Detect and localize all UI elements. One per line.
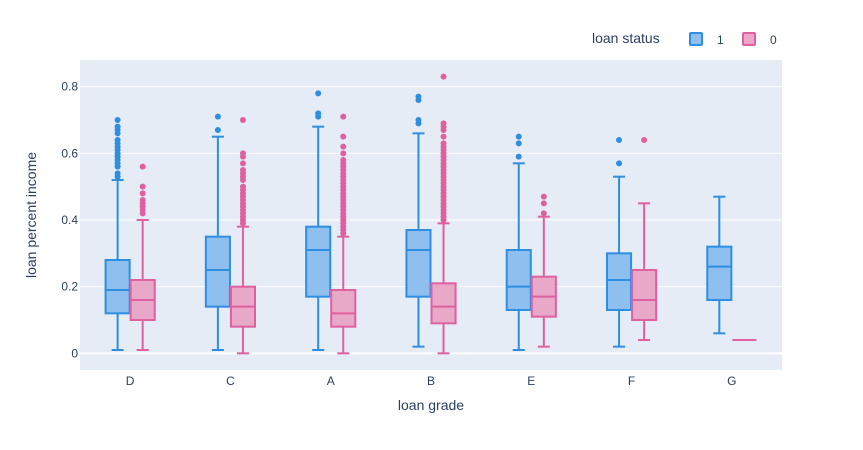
y-tick-label: 0.4: [61, 213, 78, 227]
box-E-series-1: [505, 133, 532, 351]
x-tick-label: D: [126, 374, 135, 388]
outlier-point: [239, 150, 246, 157]
outlier-point: [239, 117, 246, 123]
outlier-point: [440, 73, 447, 80]
x-tick-label: G: [727, 374, 736, 388]
x-tick-label: C: [226, 374, 235, 388]
x-tick-label: E: [527, 374, 535, 388]
series-1: [104, 90, 733, 351]
box-D-series-1: [104, 117, 131, 351]
box-F-series-0: [631, 137, 658, 341]
outlier-point: [340, 113, 347, 120]
x-axis-title: loan grade: [398, 397, 464, 413]
outlier-point: [540, 200, 547, 207]
box-body: [505, 249, 532, 311]
outlier-point: [515, 140, 522, 147]
box-series: [104, 73, 757, 355]
outlier-point: [214, 127, 221, 133]
box-body: [204, 235, 231, 308]
box-body: [104, 259, 131, 315]
outlier-point: [415, 93, 422, 100]
legend-item-0[interactable]: 0: [742, 32, 777, 47]
x-tick-label: A: [327, 374, 335, 388]
outlier-point: [415, 117, 422, 123]
box-A-series-0: [330, 113, 357, 355]
box-F-series-1: [606, 137, 633, 348]
box-body: [631, 269, 658, 321]
box-body: [430, 282, 457, 325]
legend-title: loan status: [592, 30, 660, 46]
box-body: [405, 229, 432, 298]
box-G-series-1: [706, 195, 733, 335]
x-tick-label: F: [628, 374, 635, 388]
box-body: [606, 252, 633, 311]
legend-label: 0: [770, 33, 777, 47]
outlier-point: [515, 133, 522, 140]
outlier-point: [340, 133, 347, 140]
outlier-point: [114, 137, 121, 143]
outlier-point: [114, 123, 121, 130]
legend-swatch: [742, 32, 756, 46]
outlier-point: [440, 120, 447, 127]
box-E-series-0: [530, 193, 557, 348]
outlier-point: [239, 160, 246, 167]
outlier-point: [139, 183, 146, 190]
box-C-series-1: [204, 113, 231, 351]
legend-label: 1: [717, 33, 724, 47]
outlier-point: [616, 160, 623, 167]
outlier-point: [239, 183, 246, 190]
legend[interactable]: loan status 1 0: [592, 30, 777, 47]
outlier-point: [515, 153, 522, 160]
series-0: [129, 73, 757, 355]
outlier-point: [239, 167, 246, 173]
outlier-point: [139, 197, 146, 203]
box-C-series-0: [229, 117, 256, 355]
box-B-series-1: [405, 93, 432, 348]
y-axis-ticks: 0 0.2 0.4 0.6 0.8: [61, 80, 78, 361]
outlier-point: [641, 137, 648, 143]
outlier-point: [540, 210, 547, 217]
outlier-point: [340, 143, 347, 150]
outlier-point: [340, 157, 347, 163]
y-tick-label: 0.2: [61, 280, 78, 294]
outlier-point: [315, 90, 322, 97]
y-axis-title: loan percent income: [23, 152, 39, 278]
y-tick-label: 0.8: [61, 80, 78, 94]
box-body: [706, 245, 733, 302]
outlier-point: [214, 113, 221, 120]
box-B-series-0: [430, 73, 457, 355]
outlier-point: [340, 150, 347, 157]
box-A-series-1: [305, 90, 332, 351]
box-body: [330, 289, 357, 328]
outlier-point: [139, 190, 146, 197]
box-D-series-0: [129, 163, 156, 351]
outlier-point: [616, 137, 623, 143]
outlier-point: [440, 133, 447, 140]
outlier-point: [114, 170, 121, 177]
y-tick-label: 0: [71, 346, 78, 360]
legend-swatch: [689, 32, 703, 46]
outlier-point: [315, 110, 322, 117]
x-tick-label: B: [427, 374, 435, 388]
outlier-point: [114, 117, 121, 123]
outlier-point: [540, 193, 547, 200]
outlier-point: [440, 140, 447, 147]
y-tick-label: 0.6: [61, 146, 78, 160]
box-body: [305, 225, 332, 298]
legend-item-1[interactable]: 1: [689, 32, 724, 47]
outlier-point: [139, 163, 146, 170]
